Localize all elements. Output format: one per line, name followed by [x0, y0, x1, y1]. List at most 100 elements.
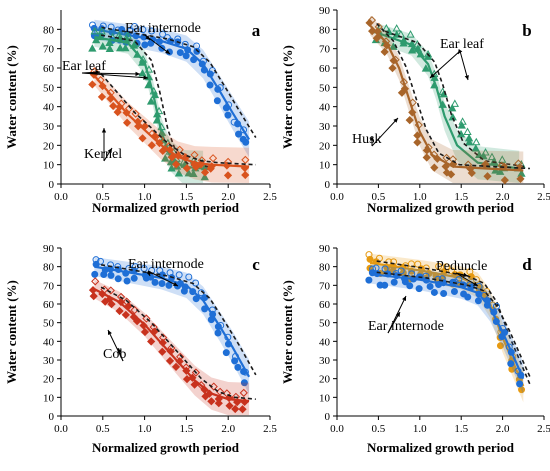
confidence-band	[370, 15, 524, 183]
data-point	[138, 69, 147, 77]
annotation: Ear leaf	[429, 37, 484, 81]
arrowhead	[463, 272, 468, 278]
data-point	[141, 41, 149, 49]
arrowhead	[464, 75, 469, 80]
data-point	[121, 310, 130, 319]
data-point	[123, 277, 131, 285]
y-tick-label: 20	[319, 374, 331, 386]
data-point	[214, 329, 222, 337]
arrowhead	[146, 271, 151, 276]
data-point	[381, 281, 389, 289]
data-point	[413, 138, 422, 147]
y-tick-label: 40	[43, 102, 55, 114]
y-tick-label: 10	[43, 160, 55, 172]
data-point	[90, 26, 99, 35]
arrowhead	[165, 49, 170, 54]
data-point	[200, 172, 209, 181]
arrowhead	[143, 75, 148, 80]
data-point	[208, 154, 218, 163]
arrowhead	[135, 71, 140, 77]
y-tick-label: 50	[319, 318, 331, 330]
data-point	[122, 118, 132, 127]
annotation-arrow	[144, 34, 171, 55]
data-point	[213, 97, 221, 105]
x-tick-label: 0.0	[54, 423, 68, 435]
data-point	[435, 262, 443, 270]
y-tick-label: 40	[43, 336, 55, 348]
data-point	[474, 297, 482, 305]
y-tick-label: 80	[319, 24, 331, 36]
data-point	[388, 64, 397, 73]
y-tick-label: 0	[49, 411, 55, 423]
data-point	[239, 135, 247, 143]
data-point	[140, 327, 150, 337]
data-point	[372, 34, 381, 43]
panel-letter: a	[252, 21, 261, 40]
series-ear-internode	[91, 256, 257, 394]
y-axis-title: Water content (%)	[4, 45, 19, 149]
data-point	[130, 274, 138, 282]
annotation-label: Ear leaf	[440, 37, 484, 52]
data-point	[200, 168, 210, 177]
data-point	[487, 152, 497, 161]
x-axis-title: Normalized growth period	[92, 440, 240, 455]
data-point	[214, 399, 223, 408]
data-point	[390, 278, 398, 286]
data-point	[138, 134, 147, 143]
y-tick-label: 10	[319, 392, 331, 404]
y-tick-label: 0	[325, 411, 331, 423]
data-point	[131, 23, 139, 31]
annotation-label: Ear internode	[368, 319, 444, 334]
fit-line	[93, 288, 250, 403]
y-tick-label: 20	[43, 374, 55, 386]
data-point	[139, 26, 147, 34]
y-tick-label: 40	[319, 336, 331, 348]
panel-d: 0.0 0.5 1.0 1.5 2.0 2.5 0 10 20 30 40 50 60 70 80 90 Nor…	[280, 243, 550, 455]
arrowhead	[473, 281, 478, 286]
data-point	[448, 103, 457, 112]
panel-b: 0.0 0.5 1.0 1.5 2.0 2.5 0 10 20 30 40 50 60 70 80 90 Nor…	[280, 5, 550, 215]
data-point	[500, 176, 509, 185]
data-point	[109, 101, 118, 111]
arrowhead	[430, 73, 435, 78]
arrowhead	[395, 312, 400, 317]
x-tick-label: 2.0	[496, 423, 510, 435]
y-tick-label: 70	[43, 280, 55, 292]
series-husk	[365, 15, 530, 185]
data-point	[235, 130, 243, 138]
x-axis-title: Normalized growth period	[367, 200, 515, 215]
x-tick-label: 0.5	[96, 423, 110, 435]
y-tick-label: 90	[43, 243, 55, 255]
x-tick-label: 0.5	[372, 191, 386, 203]
annotation-arrow	[459, 50, 469, 81]
y-tick-label: 70	[319, 280, 331, 292]
fit-line-dashed	[376, 271, 531, 378]
fit-line	[369, 273, 525, 380]
data-point	[107, 271, 115, 279]
fit-line	[94, 28, 251, 141]
data-point	[97, 257, 105, 265]
y-tick-label: 80	[319, 262, 331, 274]
x-tick-label: 1.0	[138, 423, 152, 435]
data-point	[151, 278, 159, 286]
data-point	[471, 144, 480, 152]
data-point	[475, 282, 483, 290]
data-point	[191, 368, 201, 377]
y-tick-label: 30	[43, 121, 55, 133]
annotation-arrow	[387, 295, 407, 334]
x-tick-label: 2.0	[496, 191, 510, 203]
panel-a: 0.0 0.5 1.0 1.5 2.0 2.5 0 10 20 30 40 50 60 70 80 Norma…	[4, 10, 277, 215]
data-point	[442, 153, 451, 163]
data-point	[159, 30, 167, 38]
data-point	[457, 121, 466, 129]
annotation: Ear internode	[128, 257, 204, 287]
x-tick-label: 1.0	[413, 191, 427, 203]
data-point	[158, 347, 167, 356]
fit-line-dashed	[376, 260, 531, 385]
fit-line	[378, 32, 520, 170]
fit-line	[94, 36, 204, 170]
data-point	[209, 382, 218, 391]
annotation: Husk	[352, 117, 399, 147]
data-point	[207, 397, 216, 406]
